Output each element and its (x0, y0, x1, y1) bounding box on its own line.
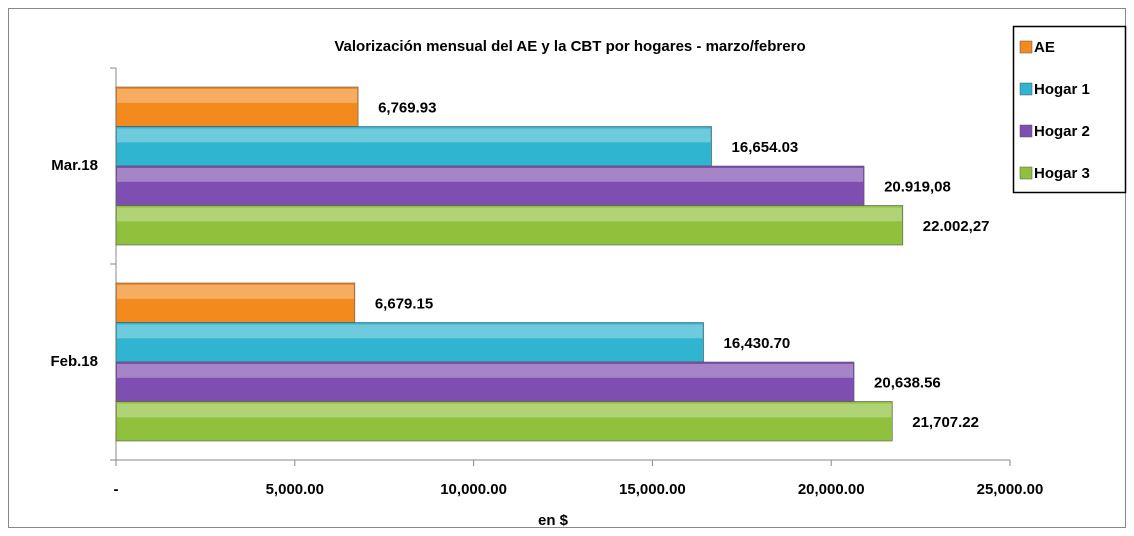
x-tick-label: 15,000.00 (619, 481, 686, 498)
bar-highlight (117, 89, 358, 103)
chart-border (8, 8, 1126, 528)
bar-highlight (117, 207, 902, 222)
x-tick-label: 5,000.00 (266, 481, 324, 498)
bar (115, 205, 904, 246)
legend-box (1012, 25, 1127, 194)
data-label: 6,769.93 (378, 100, 436, 117)
legend-label: Hogar 2 (1034, 123, 1090, 140)
bar (115, 282, 356, 323)
bar (115, 322, 704, 363)
bar-highlight (117, 364, 854, 378)
x-tick-label: 20,000.00 (798, 481, 865, 498)
bar-highlight (117, 285, 354, 299)
legend-swatch (1019, 82, 1033, 96)
bar (115, 126, 712, 167)
y-tick-label: Mar.18 (51, 157, 98, 174)
data-label: 6,679.15 (375, 296, 433, 313)
bar (115, 165, 865, 206)
data-label: 20.919,08 (884, 179, 951, 196)
y-tick-label: Feb.18 (50, 353, 98, 370)
x-tick-label: 25,000.00 (977, 481, 1044, 498)
data-label: 20,638.56 (874, 375, 941, 392)
legend-swatch (1019, 124, 1033, 138)
x-axis-title: en $ (538, 512, 569, 529)
data-label: 21,707.22 (912, 414, 979, 431)
bar (115, 86, 359, 127)
bar (115, 361, 855, 402)
bar-highlight (117, 168, 864, 182)
bar-highlight (117, 128, 711, 143)
bar (115, 401, 893, 442)
data-label: 16,654.03 (732, 139, 799, 156)
legend-swatch (1019, 166, 1033, 180)
x-tick-label: 10,000.00 (440, 481, 507, 498)
x-tick-label: - (114, 481, 119, 498)
bar-highlight (117, 324, 703, 339)
data-label: 16,430.70 (724, 335, 791, 352)
legend-swatch (1019, 40, 1033, 54)
legend-label: Hogar 3 (1034, 165, 1090, 182)
chart-title: Valorización mensual del AE y la CBT por… (334, 38, 805, 55)
bar-highlight (117, 403, 892, 418)
legend-label: AE (1034, 39, 1055, 56)
legend-label: Hogar 1 (1034, 81, 1090, 98)
data-label: 22.002,27 (923, 218, 990, 235)
